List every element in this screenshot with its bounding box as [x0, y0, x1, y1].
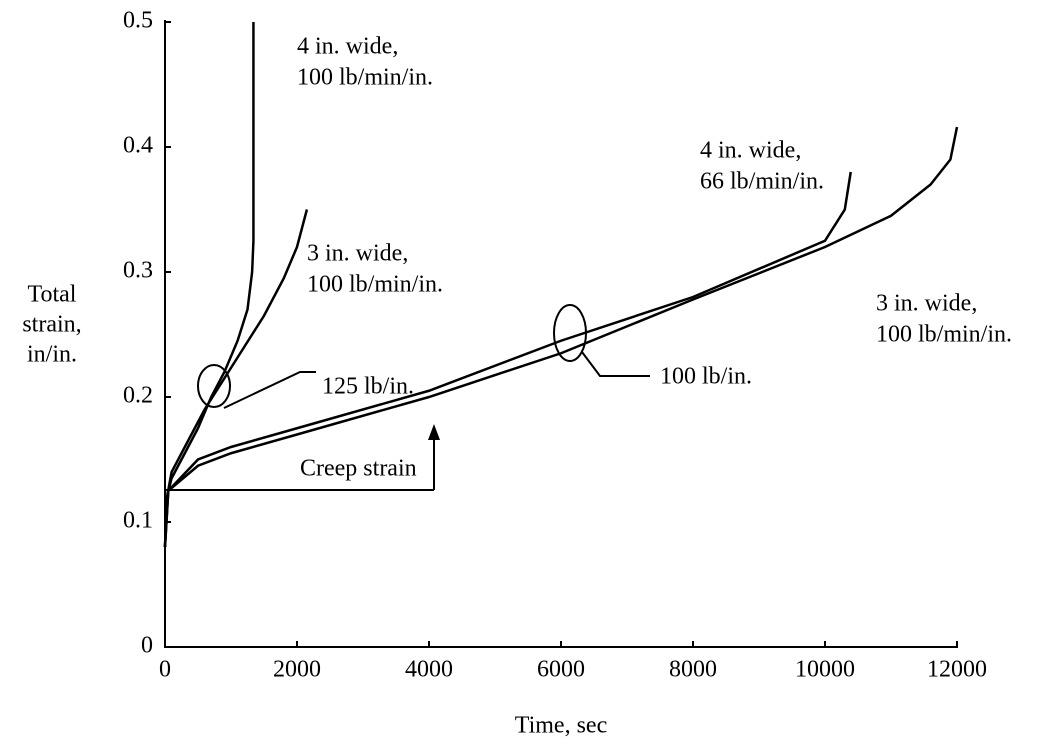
x-label: Time, sec [515, 713, 607, 739]
series-label: 3 in. wide, [876, 291, 977, 317]
data-line [163, 209, 309, 548]
x-tick-label: 8000 [669, 657, 717, 683]
x-tick-label: 0 [159, 657, 171, 683]
y-tick-label: 0.4 [123, 133, 153, 159]
series-label: 100 lb/min/in. [297, 65, 433, 91]
y-tick-label: 0.2 [123, 383, 153, 409]
data-line [163, 126, 959, 548]
series-label: 100 lb/min/in. [307, 272, 443, 298]
annotation-leader [223, 371, 316, 409]
y-label: strain, [22, 312, 81, 338]
annotation: 125 lb/in. [322, 374, 414, 400]
series-label: 3 in. wide, [307, 241, 408, 267]
data-line [163, 171, 852, 548]
annotation-ellipse [197, 364, 231, 408]
y-label: in/in. [27, 342, 77, 368]
y-tick-label: 0.5 [123, 8, 153, 34]
x-tick-label: 12000 [927, 657, 987, 683]
data-line [163, 22, 255, 548]
series-label: 66 lb/min/in. [700, 169, 824, 195]
y-tick-label: 0.3 [123, 258, 153, 284]
annotation-leader [581, 351, 650, 377]
arrow-head [428, 424, 440, 440]
annotation: Creep strain [300, 456, 417, 482]
annotation: 100 lb/in. [660, 364, 752, 390]
y-label: Total [28, 282, 77, 308]
x-tick-label: 6000 [537, 657, 585, 683]
series-label: 100 lb/min/in. [876, 322, 1012, 348]
y-tick-label: 0 [141, 633, 153, 659]
series-label: 4 in. wide, [297, 34, 398, 60]
series-label: 4 in. wide, [700, 138, 801, 164]
x-tick-label: 2000 [273, 657, 321, 683]
x-tick-label: 4000 [405, 657, 453, 683]
x-tick-label: 10000 [795, 657, 855, 683]
y-tick-label: 0.1 [123, 508, 153, 534]
